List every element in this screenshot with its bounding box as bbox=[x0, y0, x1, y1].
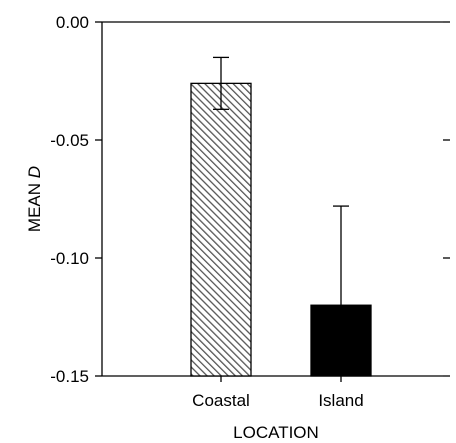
y-axis-title: MEAN D bbox=[25, 166, 44, 232]
y-axis-title-symbol: D bbox=[25, 166, 44, 178]
x-tick-label: Island bbox=[318, 391, 363, 410]
y-axis-title-main: MEAN bbox=[25, 183, 44, 232]
y-tick-label: 0.00 bbox=[56, 13, 89, 32]
y-tick-label: -0.10 bbox=[50, 249, 89, 268]
y-tick-label: -0.15 bbox=[50, 367, 89, 386]
x-tick-label: Coastal bbox=[192, 391, 250, 410]
y-tick-label: -0.05 bbox=[50, 131, 89, 150]
bar-coastal bbox=[190, 82, 252, 377]
x-axis-title: LOCATION bbox=[233, 423, 319, 442]
bar-island bbox=[310, 304, 372, 377]
